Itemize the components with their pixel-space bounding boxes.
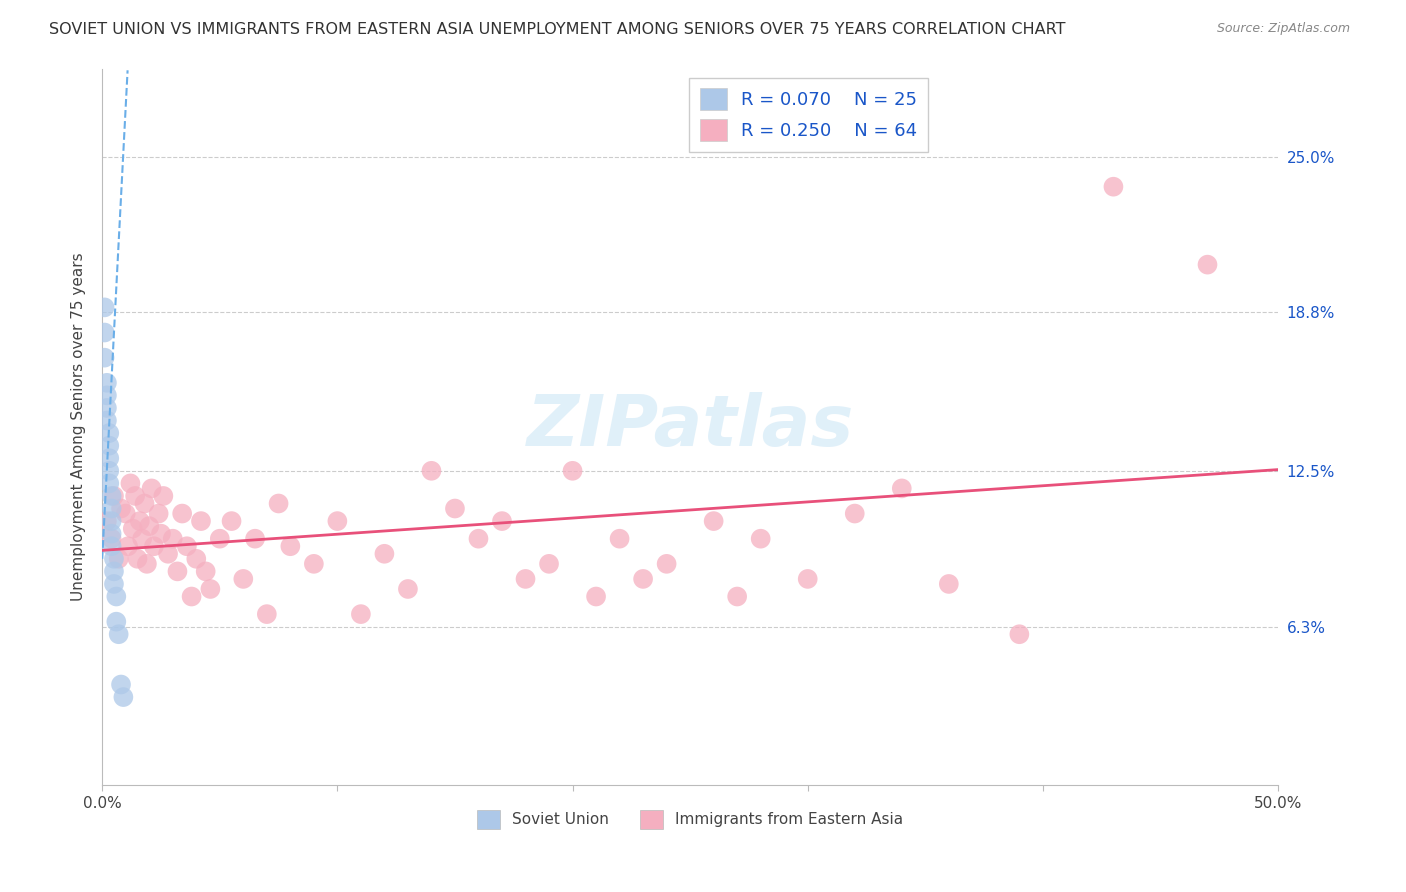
Text: SOVIET UNION VS IMMIGRANTS FROM EASTERN ASIA UNEMPLOYMENT AMONG SENIORS OVER 75 : SOVIET UNION VS IMMIGRANTS FROM EASTERN …: [49, 22, 1066, 37]
Point: [103, 551, 125, 566]
Text: ZIPatlas: ZIPatlas: [526, 392, 853, 461]
Point: [100, 532, 122, 546]
Point: [396, 582, 419, 596]
Text: Source: ZipAtlas.com: Source: ZipAtlas.com: [1216, 22, 1350, 36]
Point: [138, 519, 160, 533]
Point: [1008, 627, 1031, 641]
Point: [796, 572, 818, 586]
Point: [105, 615, 128, 629]
Point: [96, 514, 118, 528]
Point: [221, 514, 243, 528]
Point: [491, 514, 513, 528]
Point: [190, 514, 212, 528]
Point: [100, 526, 122, 541]
Point: [373, 547, 395, 561]
Point: [96, 376, 118, 390]
Point: [142, 539, 165, 553]
Point: [100, 501, 122, 516]
Point: [176, 539, 198, 553]
Point: [121, 522, 143, 536]
Point: [243, 532, 266, 546]
Point: [135, 557, 157, 571]
Point: [134, 496, 156, 510]
Point: [844, 507, 866, 521]
Legend: Soviet Union, Immigrants from Eastern Asia: Soviet Union, Immigrants from Eastern As…: [471, 804, 910, 835]
Point: [350, 607, 373, 621]
Point: [609, 532, 631, 546]
Point: [103, 577, 125, 591]
Point: [561, 464, 583, 478]
Point: [172, 507, 194, 521]
Point: [141, 482, 163, 496]
Point: [420, 464, 443, 478]
Point: [208, 532, 231, 546]
Point: [93, 351, 115, 365]
Point: [200, 582, 222, 596]
Y-axis label: Unemployment Among Seniors over 75 years: Unemployment Among Seniors over 75 years: [72, 252, 86, 601]
Point: [100, 514, 122, 528]
Point: [280, 539, 302, 553]
Point: [107, 551, 129, 566]
Point: [96, 401, 118, 415]
Point: [124, 489, 146, 503]
Point: [256, 607, 278, 621]
Point: [749, 532, 772, 546]
Point: [93, 301, 115, 315]
Point: [186, 551, 208, 566]
Point: [585, 590, 607, 604]
Point: [105, 590, 128, 604]
Point: [128, 514, 150, 528]
Point: [938, 577, 960, 591]
Point: [110, 677, 132, 691]
Point: [96, 413, 118, 427]
Point: [112, 690, 135, 704]
Point: [890, 482, 912, 496]
Point: [103, 565, 125, 579]
Point: [194, 565, 217, 579]
Point: [98, 476, 121, 491]
Point: [157, 547, 180, 561]
Point: [103, 489, 125, 503]
Point: [655, 557, 678, 571]
Point: [444, 501, 467, 516]
Point: [98, 439, 121, 453]
Point: [107, 627, 129, 641]
Point: [131, 532, 153, 546]
Point: [703, 514, 725, 528]
Point: [110, 501, 132, 516]
Point: [150, 526, 173, 541]
Point: [98, 426, 121, 441]
Point: [326, 514, 349, 528]
Point: [180, 590, 202, 604]
Point: [120, 476, 142, 491]
Point: [100, 489, 122, 503]
Point: [267, 496, 290, 510]
Point: [467, 532, 489, 546]
Point: [96, 388, 118, 402]
Point: [98, 464, 121, 478]
Point: [537, 557, 560, 571]
Point: [166, 565, 188, 579]
Point: [148, 507, 170, 521]
Point: [232, 572, 254, 586]
Point: [631, 572, 654, 586]
Point: [114, 507, 136, 521]
Point: [515, 572, 537, 586]
Point: [725, 590, 748, 604]
Point: [1197, 258, 1219, 272]
Point: [152, 489, 174, 503]
Point: [127, 551, 149, 566]
Point: [162, 532, 184, 546]
Point: [100, 539, 122, 553]
Point: [117, 539, 139, 553]
Point: [1102, 179, 1125, 194]
Point: [302, 557, 325, 571]
Point: [98, 451, 121, 466]
Point: [93, 326, 115, 340]
